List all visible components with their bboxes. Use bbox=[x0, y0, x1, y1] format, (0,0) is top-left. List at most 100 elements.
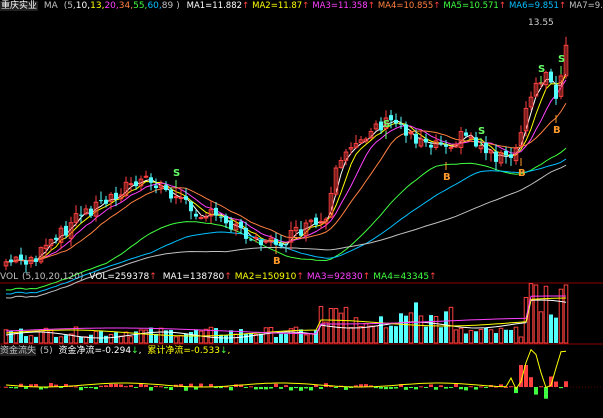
candle-down bbox=[189, 201, 193, 212]
flow-net: 资金净流=-0.294↓, bbox=[58, 346, 142, 356]
volume-bar-up bbox=[233, 333, 239, 344]
candle-down bbox=[429, 144, 433, 148]
candle-up bbox=[118, 194, 124, 200]
volume-bar-up bbox=[208, 326, 214, 344]
volume-bar-up bbox=[408, 312, 414, 344]
volume-bar-down bbox=[494, 333, 498, 343]
stock-name[interactable]: 重庆实业 bbox=[0, 1, 39, 11]
volume-bar-up bbox=[458, 327, 464, 344]
flow-bar bbox=[449, 387, 453, 388]
candle-up bbox=[173, 196, 179, 199]
ma1-value: MA1=11.882↑ bbox=[187, 1, 250, 11]
volume-bar-down bbox=[554, 317, 558, 343]
flow-bar bbox=[354, 385, 358, 387]
volume-bar-up bbox=[293, 326, 299, 344]
candle-down bbox=[34, 258, 38, 262]
flow-bar bbox=[239, 384, 243, 387]
candle-up bbox=[358, 139, 364, 144]
flow-bar bbox=[99, 385, 103, 387]
flow-bar bbox=[59, 387, 63, 388]
flow-bar bbox=[129, 385, 133, 387]
flow-bar bbox=[429, 384, 433, 387]
ma4-arrow: ↑ bbox=[433, 1, 441, 11]
sell-signal-s: S bbox=[538, 64, 545, 75]
volume-bar-down bbox=[184, 333, 188, 343]
volume-bar-down bbox=[504, 329, 508, 343]
flow-bar bbox=[144, 384, 148, 387]
flow-bar bbox=[519, 365, 523, 387]
volume-bar-up bbox=[513, 326, 519, 344]
volume-bar-up bbox=[368, 325, 374, 344]
candle-up bbox=[288, 230, 294, 243]
vol-ma4-text: MA4=43345 bbox=[373, 272, 430, 282]
flow-bar bbox=[564, 381, 568, 387]
volume-bar-up bbox=[68, 333, 74, 344]
volume-bar-down bbox=[154, 333, 158, 343]
candle-down bbox=[99, 200, 103, 202]
vol-ma2-arrow: ↑ bbox=[296, 272, 304, 282]
ma4-value: MA4=10.855↑ bbox=[378, 1, 441, 11]
volume-panel-header: VOL (5,10,20,120) VOL=259378↑ MA1=138780… bbox=[0, 271, 443, 283]
flow-params: (5) bbox=[39, 346, 53, 356]
ma2-value-text: MA2=11.87 bbox=[252, 1, 303, 11]
volume-bar-down bbox=[104, 335, 108, 343]
volume-bar-up bbox=[138, 329, 144, 344]
volume-bar-up bbox=[143, 329, 149, 344]
volume-bar-up bbox=[498, 327, 504, 344]
flow-bar bbox=[299, 387, 303, 391]
flow-bar bbox=[499, 384, 503, 387]
candle-down bbox=[314, 217, 318, 225]
candle-down bbox=[219, 216, 223, 218]
volume-bar-up bbox=[563, 284, 569, 344]
candle-up bbox=[468, 136, 474, 139]
candle-down bbox=[54, 237, 58, 240]
volume-bar-up bbox=[543, 285, 549, 344]
volume-bar-up bbox=[268, 327, 274, 344]
candle-down bbox=[9, 259, 13, 263]
candle-down bbox=[554, 84, 558, 99]
flow-bar bbox=[119, 384, 123, 387]
candle-down bbox=[64, 225, 68, 236]
candle-down bbox=[494, 151, 498, 162]
candle-up bbox=[48, 239, 54, 247]
flow-bar bbox=[64, 383, 68, 387]
candle-up bbox=[38, 247, 44, 263]
candle-down bbox=[399, 123, 403, 125]
volume-bar-up bbox=[328, 307, 334, 344]
candle-up bbox=[368, 130, 374, 139]
vol-title[interactable]: VOL bbox=[0, 272, 19, 282]
volume-bar-up bbox=[158, 327, 164, 344]
flow-bar bbox=[399, 384, 403, 387]
flow-bar bbox=[549, 376, 553, 387]
ma2-arrow: ↑ bbox=[302, 1, 310, 11]
volume-bar-down bbox=[509, 329, 513, 343]
ma-params: (5,10,13,20,34,55,60,89) bbox=[64, 1, 180, 11]
vol-value: VOL=259378↑ bbox=[89, 272, 157, 282]
ma7-value: MA7=9. bbox=[569, 1, 603, 11]
flow-bar bbox=[229, 387, 233, 391]
flow-bar bbox=[244, 387, 248, 388]
buy-signal-b: B bbox=[518, 168, 526, 179]
volume-bar-up bbox=[518, 336, 524, 344]
flow-bar bbox=[459, 387, 463, 390]
flow-bar bbox=[504, 386, 508, 388]
candle-down bbox=[404, 124, 408, 136]
volume-bar-down bbox=[54, 336, 58, 343]
volume-bar-up bbox=[288, 328, 294, 344]
flow-title[interactable]: 资金流失 bbox=[0, 346, 37, 356]
volume-bar-down bbox=[274, 336, 278, 343]
flow-bar bbox=[84, 387, 88, 388]
flow-bar bbox=[554, 381, 558, 387]
volume-bar-down bbox=[439, 327, 443, 343]
candle-down bbox=[484, 142, 488, 154]
flow-bar bbox=[294, 387, 298, 389]
volume-bar-up bbox=[308, 333, 314, 344]
candle-down bbox=[19, 254, 23, 261]
flow-bar bbox=[389, 387, 393, 389]
flow-bar bbox=[474, 387, 478, 390]
ma5-value: MA5=10.571↑ bbox=[443, 1, 506, 11]
volume-bar-up bbox=[533, 284, 539, 344]
ma-indicator-label[interactable]: MA bbox=[43, 1, 58, 11]
